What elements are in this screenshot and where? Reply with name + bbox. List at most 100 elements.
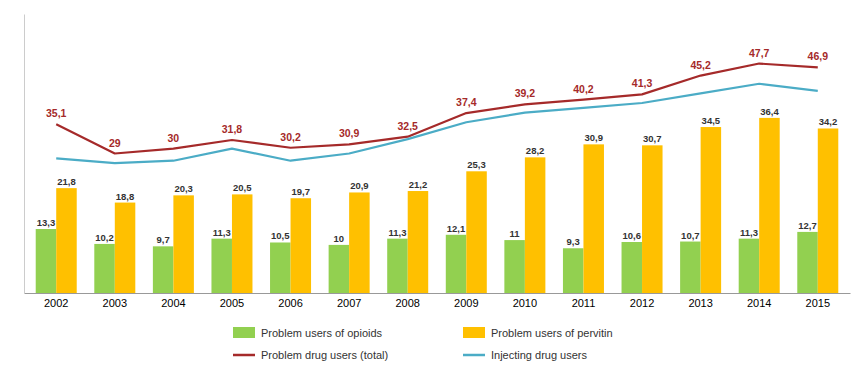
data-label: 9,7 bbox=[157, 234, 170, 245]
data-label: 36,4 bbox=[760, 106, 779, 117]
legend-label: Problem users of opioids bbox=[261, 327, 383, 339]
bar bbox=[291, 198, 312, 293]
legend: Problem users of opioids Problem users of… bbox=[233, 327, 613, 361]
bar bbox=[446, 235, 467, 293]
bar bbox=[563, 248, 584, 293]
data-label: 11,3 bbox=[388, 227, 406, 238]
data-label: 11,3 bbox=[213, 227, 231, 238]
legend-item: Problem users of opioids bbox=[233, 327, 383, 339]
legend-label: Injecting drug users bbox=[491, 349, 587, 361]
bar bbox=[387, 239, 408, 293]
data-label: 31,8 bbox=[222, 123, 243, 135]
data-label: 13,3 bbox=[37, 217, 56, 228]
data-label: 30,2 bbox=[280, 131, 301, 143]
x-tick: 2007 bbox=[337, 293, 361, 309]
data-label: 10,6 bbox=[623, 230, 642, 241]
data-label: 10 bbox=[334, 233, 345, 244]
legend-item: Problem users of pervitin bbox=[463, 327, 613, 339]
x-tick-label: 2005 bbox=[220, 297, 244, 309]
x-tick: 2010 bbox=[513, 293, 537, 309]
plot-area bbox=[36, 64, 839, 293]
x-tick-label: 2008 bbox=[395, 297, 419, 309]
data-label: 12,7 bbox=[798, 220, 817, 231]
bar bbox=[583, 144, 604, 293]
bar bbox=[408, 191, 429, 293]
bar bbox=[818, 128, 839, 293]
bar bbox=[680, 242, 701, 293]
x-tick-label: 2009 bbox=[454, 297, 478, 309]
data-label: 20,5 bbox=[233, 182, 252, 193]
data-label: 28,2 bbox=[526, 145, 545, 156]
x-tick: 2012 bbox=[630, 293, 654, 309]
x-axis: 2002 2003 2004 2005 2006 2007 2008 2009 2010 2011… bbox=[25, 293, 851, 309]
data-label: 21,8 bbox=[57, 176, 76, 187]
bar bbox=[349, 192, 370, 293]
bar bbox=[211, 239, 232, 293]
legend-swatch bbox=[463, 327, 485, 338]
x-tick-label: 2006 bbox=[278, 297, 302, 309]
data-label: 47,7 bbox=[749, 47, 770, 59]
data-label: 41,3 bbox=[632, 77, 653, 89]
data-label: 45,2 bbox=[690, 59, 711, 71]
data-label: 39,2 bbox=[515, 87, 536, 99]
line bbox=[56, 84, 818, 163]
x-tick: 2003 bbox=[103, 293, 127, 309]
data-label: 20,9 bbox=[350, 180, 369, 191]
data-label: 10,2 bbox=[95, 232, 114, 243]
x-tick-label: 2011 bbox=[572, 297, 596, 309]
bar bbox=[56, 188, 77, 293]
data-label: 46,9 bbox=[808, 50, 829, 62]
data-label: 29 bbox=[109, 137, 121, 149]
x-tick-label: 2007 bbox=[337, 297, 361, 309]
x-tick-label: 2010 bbox=[513, 297, 537, 309]
data-label: 30,9 bbox=[339, 127, 360, 139]
data-label: 9,3 bbox=[567, 236, 580, 247]
x-tick-label: 2015 bbox=[806, 297, 830, 309]
x-tick-label: 2014 bbox=[747, 297, 771, 309]
bar bbox=[622, 242, 643, 293]
legend-item: Problem drug users (total) bbox=[233, 349, 388, 361]
bar bbox=[701, 127, 722, 293]
y-axis bbox=[24, 15, 25, 294]
x-tick-label: 2012 bbox=[630, 297, 654, 309]
legend-label: Problem drug users (total) bbox=[261, 349, 388, 361]
legend-item: Injecting drug users bbox=[463, 349, 587, 361]
data-label: 11 bbox=[510, 228, 521, 239]
legend-label: Problem users of pervitin bbox=[491, 327, 613, 339]
x-tick: 2006 bbox=[278, 293, 302, 309]
x-tick: 2005 bbox=[220, 293, 244, 309]
bar bbox=[232, 194, 253, 293]
legend-swatch bbox=[463, 354, 485, 357]
bar bbox=[759, 118, 780, 293]
legend-swatch bbox=[233, 327, 255, 338]
data-label: 35,1 bbox=[46, 107, 67, 119]
bar bbox=[797, 232, 818, 293]
data-label: 12,1 bbox=[447, 223, 466, 234]
bar bbox=[153, 246, 174, 293]
data-label: 34,2 bbox=[819, 116, 838, 127]
y-axis-line bbox=[24, 15, 25, 294]
bar bbox=[642, 145, 663, 293]
data-label: 30,7 bbox=[643, 133, 662, 144]
x-tick-label: 2004 bbox=[161, 297, 185, 309]
bar bbox=[173, 195, 194, 293]
bar bbox=[115, 203, 136, 293]
x-tick: 2009 bbox=[454, 293, 478, 309]
x-tick: 2004 bbox=[161, 293, 185, 309]
x-tick: 2014 bbox=[747, 293, 771, 309]
data-label: 37,4 bbox=[456, 96, 477, 108]
data-label: 20,3 bbox=[174, 183, 193, 194]
line bbox=[56, 64, 818, 154]
x-tick: 2002 bbox=[44, 293, 68, 309]
bar bbox=[329, 245, 350, 293]
bar bbox=[466, 171, 487, 293]
data-labels: 13,310,29,711,310,51011,312,1119,310,610… bbox=[37, 47, 838, 248]
data-label: 10,5 bbox=[271, 230, 290, 241]
bar bbox=[36, 229, 57, 293]
bar bbox=[504, 240, 525, 293]
data-label: 34,5 bbox=[702, 115, 721, 126]
bar bbox=[525, 157, 546, 293]
data-label: 11,3 bbox=[740, 227, 758, 238]
data-label: 21,2 bbox=[409, 179, 428, 190]
x-tick: 2008 bbox=[395, 293, 419, 309]
